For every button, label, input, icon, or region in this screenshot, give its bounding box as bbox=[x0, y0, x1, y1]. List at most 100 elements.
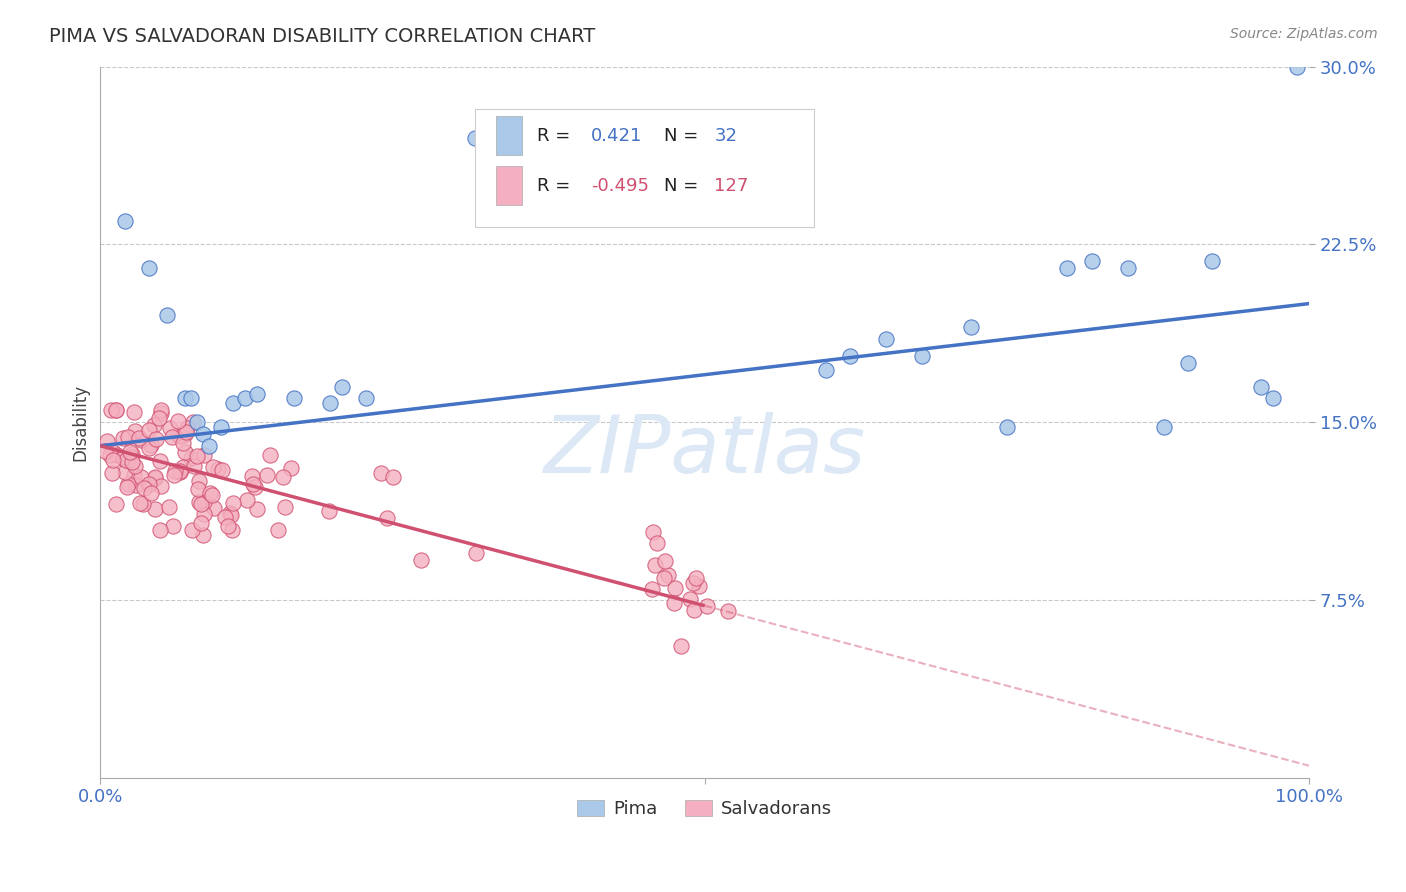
Point bbox=[159, 421, 181, 435]
Point bbox=[172, 435, 194, 450]
Point bbox=[129, 496, 152, 510]
Point bbox=[128, 431, 150, 445]
Point bbox=[150, 479, 173, 493]
Point bbox=[157, 500, 180, 515]
Point bbox=[875, 332, 897, 346]
Point bbox=[191, 528, 214, 542]
Point bbox=[330, 379, 353, 393]
Point bbox=[375, 511, 398, 525]
Point bbox=[1201, 254, 1223, 268]
Point bbox=[98, 449, 121, 463]
Point bbox=[105, 403, 128, 417]
Point bbox=[132, 497, 155, 511]
Point bbox=[200, 488, 222, 502]
Point bbox=[181, 523, 204, 537]
Point bbox=[167, 428, 190, 442]
Point bbox=[143, 417, 166, 432]
Point bbox=[187, 494, 209, 508]
Point bbox=[173, 427, 195, 442]
Text: 127: 127 bbox=[714, 177, 749, 194]
Point bbox=[356, 392, 378, 406]
Point bbox=[995, 419, 1018, 434]
Point bbox=[104, 497, 127, 511]
Point bbox=[959, 320, 981, 334]
Point bbox=[176, 421, 198, 435]
Point bbox=[243, 480, 266, 494]
Text: 0.421: 0.421 bbox=[591, 127, 643, 145]
Point bbox=[190, 497, 212, 511]
Point bbox=[283, 392, 305, 406]
Point bbox=[149, 454, 172, 468]
Point bbox=[129, 470, 152, 484]
Point bbox=[112, 431, 135, 445]
Point bbox=[318, 504, 340, 518]
Point bbox=[188, 475, 211, 489]
Point bbox=[138, 441, 160, 455]
Point bbox=[101, 466, 124, 480]
Point bbox=[173, 459, 195, 474]
Point bbox=[163, 468, 186, 483]
Point bbox=[101, 452, 124, 467]
Point bbox=[200, 485, 222, 500]
Point bbox=[156, 309, 179, 323]
Point bbox=[120, 444, 142, 458]
Point bbox=[1153, 419, 1175, 434]
Point bbox=[685, 571, 707, 585]
Point bbox=[125, 477, 148, 491]
Point bbox=[167, 414, 190, 428]
Point bbox=[246, 502, 269, 516]
Point bbox=[814, 363, 837, 377]
Point bbox=[645, 536, 668, 550]
Point bbox=[143, 469, 166, 483]
Point bbox=[1116, 260, 1139, 275]
Point bbox=[162, 430, 184, 444]
Point bbox=[222, 496, 245, 510]
Point bbox=[209, 419, 232, 434]
Point bbox=[911, 349, 934, 363]
Point bbox=[1250, 379, 1272, 393]
Point bbox=[271, 470, 294, 484]
Text: R =: R = bbox=[537, 127, 569, 145]
Point bbox=[1056, 260, 1078, 275]
Point bbox=[654, 571, 676, 585]
Point bbox=[235, 392, 257, 406]
Point bbox=[193, 495, 215, 509]
Point bbox=[163, 464, 186, 478]
Point bbox=[641, 525, 664, 540]
FancyBboxPatch shape bbox=[496, 166, 522, 205]
Point bbox=[202, 500, 225, 515]
Point bbox=[409, 553, 432, 567]
Point bbox=[105, 448, 128, 462]
Point bbox=[181, 416, 204, 430]
Point bbox=[193, 507, 215, 521]
Point bbox=[117, 476, 139, 491]
Point bbox=[246, 386, 269, 401]
Point bbox=[370, 466, 392, 480]
Point bbox=[259, 448, 281, 462]
Point bbox=[114, 465, 136, 479]
Point bbox=[644, 558, 666, 572]
Point bbox=[138, 260, 160, 275]
Text: ZIPatlas: ZIPatlas bbox=[544, 411, 866, 490]
Text: R =: R = bbox=[537, 177, 569, 194]
Point bbox=[682, 576, 704, 591]
Point bbox=[169, 428, 191, 442]
Point bbox=[664, 596, 686, 610]
Point bbox=[191, 426, 214, 441]
Point bbox=[186, 449, 208, 463]
Point bbox=[149, 523, 172, 537]
Point bbox=[122, 405, 145, 419]
Point bbox=[121, 450, 143, 464]
Text: 32: 32 bbox=[714, 127, 737, 145]
Point bbox=[679, 592, 702, 607]
Text: Source: ZipAtlas.com: Source: ZipAtlas.com bbox=[1230, 27, 1378, 41]
FancyBboxPatch shape bbox=[475, 109, 814, 227]
Point bbox=[100, 403, 122, 417]
Point bbox=[117, 429, 139, 443]
Point bbox=[149, 403, 172, 417]
Point bbox=[221, 523, 243, 537]
Point bbox=[187, 482, 209, 496]
Point bbox=[654, 554, 676, 568]
Point bbox=[145, 432, 167, 446]
Point bbox=[174, 425, 197, 439]
